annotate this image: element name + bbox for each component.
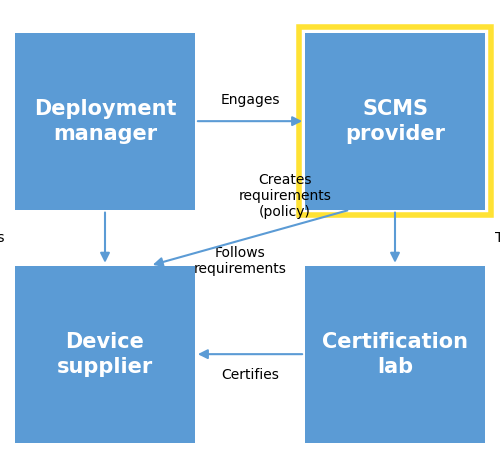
Text: Device
supplier: Device supplier [57, 332, 153, 377]
Text: Trusts: Trusts [495, 231, 500, 245]
Text: SCMS
provider: SCMS provider [345, 99, 445, 144]
Text: Deployment
manager: Deployment manager [34, 99, 176, 144]
Text: Certifies: Certifies [221, 368, 279, 382]
Text: Engages: Engages [0, 231, 5, 245]
Text: Engages: Engages [220, 93, 280, 107]
FancyBboxPatch shape [15, 266, 195, 443]
FancyBboxPatch shape [305, 33, 485, 210]
Text: Certification
lab: Certification lab [322, 332, 468, 377]
FancyBboxPatch shape [15, 33, 195, 210]
Text: Creates
requirements
(policy): Creates requirements (policy) [238, 172, 332, 219]
FancyBboxPatch shape [305, 266, 485, 443]
Text: Follows
requirements: Follows requirements [194, 246, 286, 276]
